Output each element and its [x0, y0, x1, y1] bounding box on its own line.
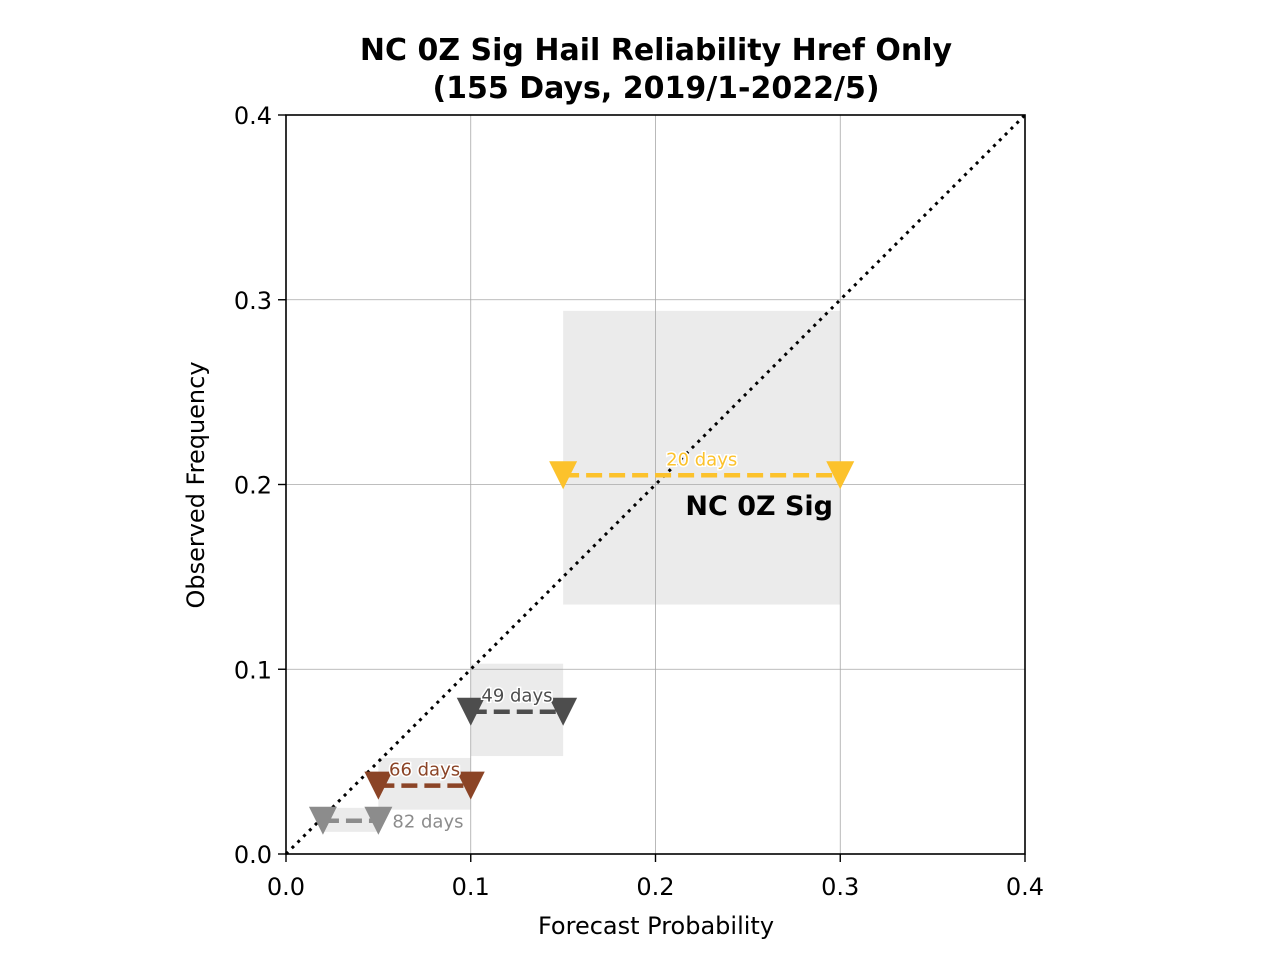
bin-day-label-1: 66 days	[389, 760, 460, 781]
bin-marker-0-right	[364, 806, 393, 835]
x-axis-label: Forecast Probability	[538, 912, 774, 940]
y-tick-label-1: 0.1	[234, 656, 272, 684]
y-tick-label-2: 0.2	[234, 472, 272, 500]
confidence-boxes	[322, 310, 841, 832]
bin-day-label-0: 82 days	[392, 812, 463, 833]
confidence-box-3	[563, 310, 841, 605]
x-tick-label-3: 0.3	[821, 873, 859, 901]
y-tick-label-3: 0.3	[234, 287, 272, 315]
bin-day-label-3: 20 days	[666, 449, 737, 470]
x-tick-label-2: 0.2	[636, 873, 674, 901]
x-tick-label-0: 0.0	[267, 873, 305, 901]
bin-day-label-2: 49 days	[481, 686, 552, 707]
y-tick-label-0: 0.0	[234, 841, 272, 869]
y-axis-label: Observed Frequency	[182, 361, 210, 608]
bin-marker-2-right	[549, 697, 578, 726]
y-tick-label-4: 0.4	[234, 102, 272, 130]
bin-marker-1-left	[364, 771, 393, 800]
bin-day-labels: 82 days 66 days 49 days 20 days	[388, 448, 739, 834]
diagonal-line	[284, 113, 1027, 856]
bin-marker-3-left	[549, 461, 578, 490]
chart-title-line1: NC 0Z Sig Hail Reliability Href Only	[360, 33, 953, 68]
axis-ticks: 0.0 0.1 0.2 0.3 0.4 0.0 0.1 0.2 0.3 0.4	[234, 102, 1044, 901]
reliability-bins	[308, 461, 855, 835]
perfect-reliability-line	[284, 113, 1027, 856]
bin-marker-1-right	[456, 771, 485, 800]
chart-title-line2: (155 Days, 2019/1-2022/5)	[432, 71, 879, 106]
bin-marker-3-right	[826, 461, 855, 490]
x-tick-label-4: 0.4	[1006, 873, 1044, 901]
chart-annotation: NC 0Z Sig	[685, 491, 833, 522]
bin-marker-2-left	[456, 697, 485, 726]
x-tick-label-1: 0.1	[452, 873, 490, 901]
bin-marker-0-left	[308, 806, 337, 835]
